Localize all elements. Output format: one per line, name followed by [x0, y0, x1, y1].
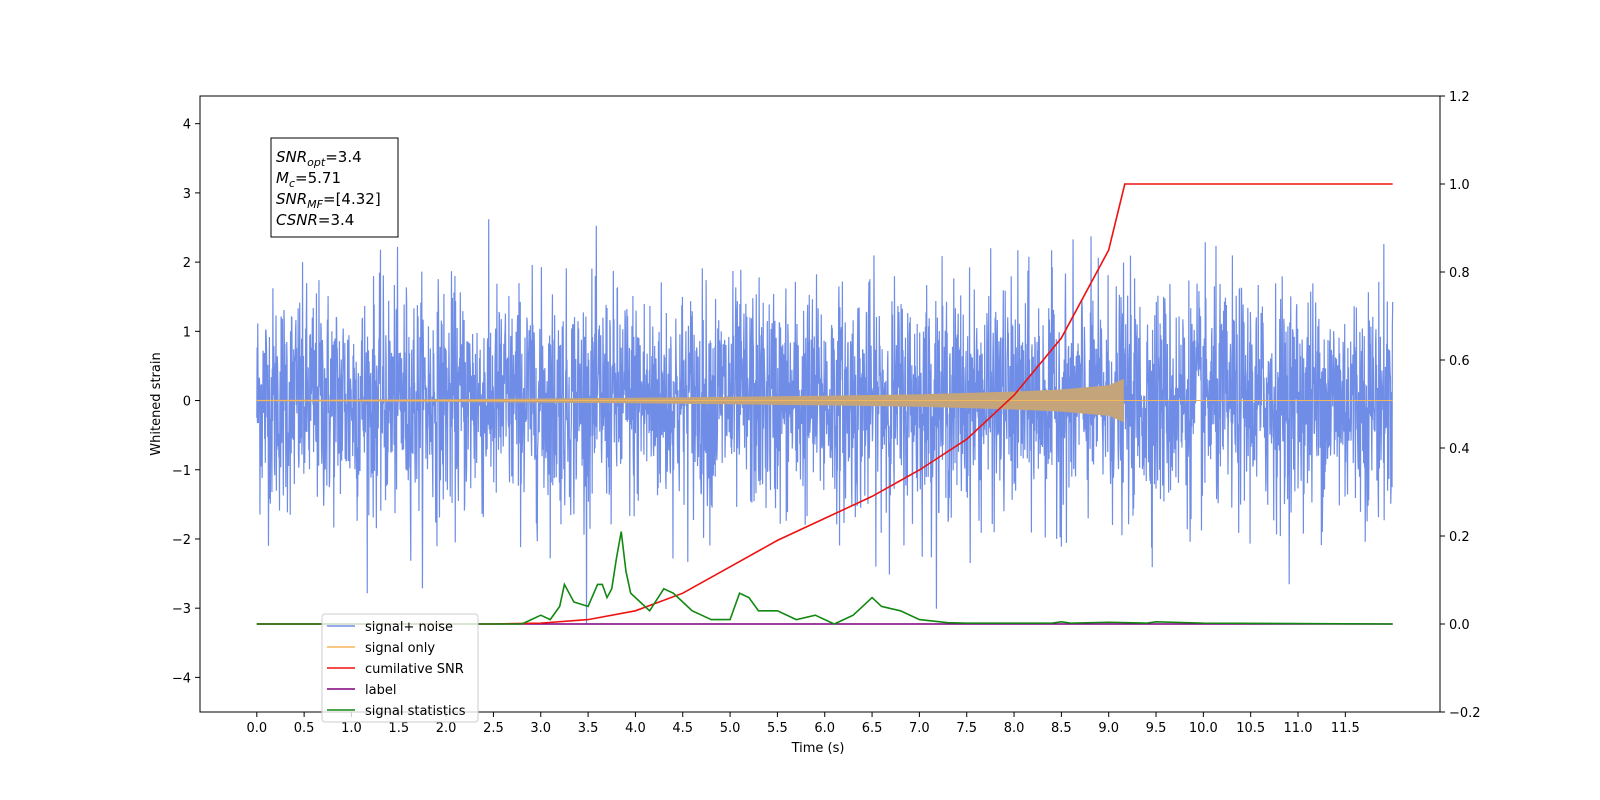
y-right-tick-label: −0.2: [1449, 706, 1481, 721]
x-tick-label: 3.5: [578, 721, 599, 736]
x-tick-label: 8.5: [1051, 721, 1072, 736]
y-right-tick-label: 1.2: [1449, 90, 1470, 105]
info-line: SNRopt=3.4: [276, 148, 362, 169]
y-right-tick-label: 0.0: [1449, 618, 1470, 633]
x-tick-label: 7.0: [909, 721, 930, 736]
x-tick-label: 4.5: [672, 721, 693, 736]
y-right-tick-label: 0.2: [1449, 530, 1470, 545]
legend: signal+ noise signal only cumilative SNR la…: [321, 613, 479, 723]
x-tick-label: 9.5: [1146, 721, 1167, 736]
x-tick-label: 5.5: [767, 721, 788, 736]
x-tick-label: 7.5: [956, 721, 977, 736]
y-axis-label-left: Whitened strain: [149, 352, 164, 455]
x-tick-label: 6.0: [814, 721, 835, 736]
x-tick-label: 0.5: [294, 721, 315, 736]
info-line: CSNR=3.4: [276, 211, 354, 229]
x-tick-label: 1.5: [388, 721, 409, 736]
y-left-tick-label: −3: [172, 602, 191, 617]
plot-frame: [199, 95, 1441, 713]
x-tick-label: 11.0: [1284, 721, 1313, 736]
y-left-tick-label: −1: [172, 464, 191, 479]
y-left-tick-label: 4: [183, 118, 191, 133]
x-tick-label: 10.0: [1189, 721, 1218, 736]
x-tick-label: 2.0: [436, 721, 457, 736]
x-tick-label: 11.5: [1331, 721, 1360, 736]
legend-label: signal only: [365, 641, 435, 656]
y-left-tick-label: −2: [172, 533, 191, 548]
x-tick-label: 8.0: [1004, 721, 1025, 736]
x-axis-label: Time (s): [791, 741, 845, 756]
x-tick-label: 9.0: [1098, 721, 1119, 736]
y-axis-left: 4 3 2 1 0 −1 −2 −3 −4: [172, 118, 200, 686]
legend-frame: [321, 613, 479, 723]
y-right-tick-label: 1.0: [1449, 178, 1470, 193]
info-box-frame: [270, 137, 399, 238]
y-left-tick-label: −4: [172, 671, 191, 686]
x-tick-label: 6.5: [862, 721, 883, 736]
x-tick-label: 5.0: [720, 721, 741, 736]
info-line: Mc=5.71: [276, 169, 341, 190]
y-right-tick-label: 0.8: [1449, 266, 1470, 281]
x-axis: 0.0 0.5 1.0 1.5 2.0 2.5 3.0 3.5 4.0 4.5 5.0 5.5 6.0 6…: [246, 712, 1360, 736]
x-tick-label: 10.5: [1236, 721, 1265, 736]
y-left-tick-label: 1: [183, 325, 191, 340]
legend-label: signal statistics: [365, 704, 466, 719]
series-signal-noise: [256, 219, 1394, 624]
x-tick-label: 1.0: [341, 721, 362, 736]
y-right-tick-label: 0.4: [1449, 442, 1470, 457]
y-left-tick-label: 3: [183, 187, 191, 202]
y-right-tick-label: 0.6: [1449, 354, 1470, 369]
x-tick-label: 0.0: [246, 721, 267, 736]
y-left-tick-label: 0: [183, 395, 191, 410]
legend-label: label: [365, 683, 396, 698]
y-axis-right: 1.2 1.0 0.8 0.6 0.4 0.2 0.0 −0.2: [1440, 90, 1481, 721]
x-tick-label: 2.5: [483, 721, 504, 736]
x-tick-label: 3.0: [530, 721, 551, 736]
series-cumulative-snr: [256, 183, 1393, 625]
legend-label: cumilative SNR: [365, 662, 464, 677]
y-left-tick-label: 2: [183, 256, 191, 271]
x-tick-label: 4.0: [625, 721, 646, 736]
info-line: SNRMF=[4.32]: [276, 190, 381, 211]
series-signal-statistics: [256, 531, 1393, 625]
legend-label: signal+ noise: [365, 620, 453, 635]
